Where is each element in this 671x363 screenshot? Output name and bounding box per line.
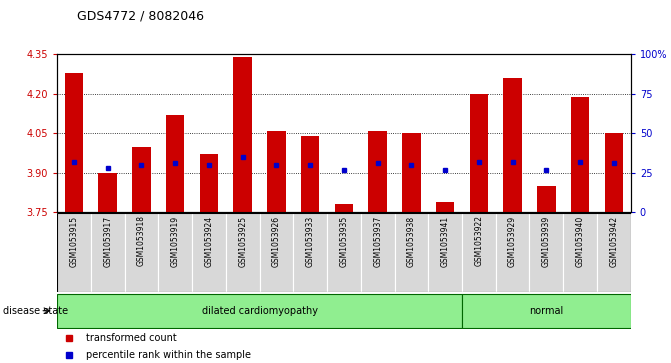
Bar: [301, 136, 319, 212]
Bar: [57, 294, 462, 328]
Text: disease state: disease state: [3, 306, 68, 316]
Text: GSM1053917: GSM1053917: [103, 216, 112, 266]
Text: GSM1053924: GSM1053924: [205, 216, 213, 266]
Bar: [496, 213, 529, 292]
Bar: [563, 213, 597, 292]
Text: GSM1053942: GSM1053942: [609, 216, 619, 266]
Text: GSM1053933: GSM1053933: [305, 216, 315, 267]
Bar: [361, 213, 395, 292]
Bar: [132, 147, 151, 212]
Bar: [537, 186, 556, 212]
Text: GSM1053919: GSM1053919: [170, 216, 180, 266]
Text: GSM1053925: GSM1053925: [238, 216, 247, 266]
Bar: [529, 213, 563, 292]
Bar: [234, 57, 252, 212]
Text: GSM1053940: GSM1053940: [576, 216, 584, 267]
Text: dilated cardiomyopathy: dilated cardiomyopathy: [201, 306, 317, 316]
Bar: [470, 94, 488, 212]
Text: GSM1053938: GSM1053938: [407, 216, 416, 266]
Text: GSM1053918: GSM1053918: [137, 216, 146, 266]
Bar: [293, 213, 327, 292]
Bar: [267, 131, 286, 212]
Bar: [462, 294, 631, 328]
Bar: [199, 155, 218, 212]
Text: normal: normal: [529, 306, 564, 316]
Bar: [158, 213, 192, 292]
Bar: [571, 97, 589, 212]
Bar: [597, 213, 631, 292]
Bar: [260, 213, 293, 292]
Text: GSM1053926: GSM1053926: [272, 216, 281, 266]
Bar: [428, 213, 462, 292]
Bar: [395, 213, 428, 292]
Text: GSM1053941: GSM1053941: [441, 216, 450, 266]
Bar: [503, 78, 522, 212]
Text: GSM1053937: GSM1053937: [373, 216, 382, 267]
Text: GSM1053915: GSM1053915: [69, 216, 79, 266]
Bar: [605, 134, 623, 212]
Text: GSM1053935: GSM1053935: [340, 216, 348, 267]
Text: GSM1053922: GSM1053922: [474, 216, 483, 266]
Bar: [335, 204, 353, 212]
Bar: [125, 213, 158, 292]
Bar: [225, 213, 260, 292]
Bar: [99, 173, 117, 212]
Bar: [462, 213, 496, 292]
Text: GSM1053939: GSM1053939: [542, 216, 551, 267]
Bar: [64, 73, 83, 212]
Bar: [368, 131, 387, 212]
Text: GDS4772 / 8082046: GDS4772 / 8082046: [77, 9, 204, 22]
Bar: [91, 213, 125, 292]
Bar: [57, 213, 91, 292]
Text: percentile rank within the sample: percentile rank within the sample: [86, 350, 251, 360]
Bar: [192, 213, 225, 292]
Bar: [402, 134, 421, 212]
Bar: [166, 115, 185, 212]
Text: transformed count: transformed count: [86, 333, 176, 343]
Bar: [327, 213, 361, 292]
Bar: [436, 202, 454, 212]
Text: GSM1053929: GSM1053929: [508, 216, 517, 266]
